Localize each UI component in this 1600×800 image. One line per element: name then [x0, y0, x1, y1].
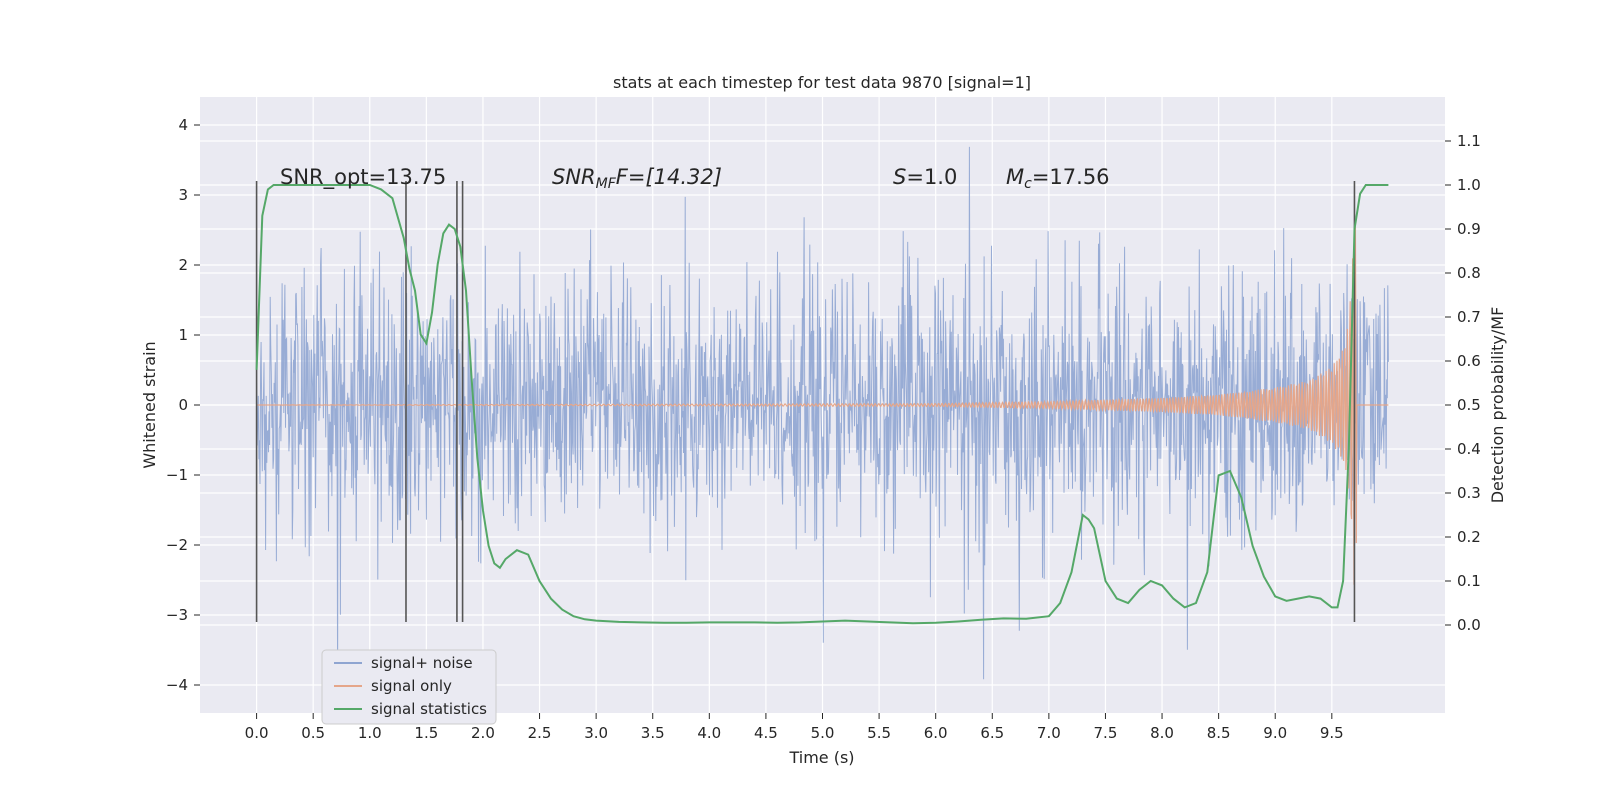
x-tick-label: 4.5	[754, 724, 778, 742]
x-tick-label: 3.5	[641, 724, 665, 742]
y-left-tick-label: −3	[166, 606, 188, 624]
y-right-tick-label: 0.3	[1457, 484, 1481, 502]
x-tick-label: 8.5	[1207, 724, 1231, 742]
legend: signal+ noise signal only signal statist…	[321, 649, 497, 725]
legend-label-signal-only: signal only	[371, 677, 452, 695]
y-right-tick-label: 0.0	[1457, 616, 1481, 634]
x-tick-label: 9.5	[1320, 724, 1344, 742]
legend-box	[321, 649, 497, 725]
x-tick-label: 8.0	[1150, 724, 1174, 742]
legend-label-signal-plus-noise: signal+ noise	[371, 654, 473, 672]
x-tick-label: 0.0	[245, 724, 269, 742]
series-signal-statistics	[255, 184, 1389, 625]
y-left-tick-label: 4	[178, 116, 188, 134]
y-right-axis-ticks: 1.1 1.0 0.9 0.8 0.7 0.6 0.5 0.4 0.3 0.2 0.1 0.0	[1445, 132, 1481, 634]
x-tick-label: 7.0	[1037, 724, 1061, 742]
x-axis-ticks: 0.0 0.5 1.0 1.5 2.0 2.5 3.0 3.5 4.0 4.5 5.0 5.5 6.0 6…	[245, 713, 1344, 742]
annotation-snr-mf: SNRMFF=[14.32]	[552, 165, 722, 192]
x-tick-label: 2.0	[471, 724, 495, 742]
y-right-tick-label: 1.0	[1457, 176, 1481, 194]
series-signal-plus-noise	[256, 146, 1389, 689]
y-right-tick-label: 1.1	[1457, 132, 1481, 150]
y-left-axis-ticks: 4 3 2 1 0 −1 −2 −3 −4	[166, 116, 200, 694]
x-tick-label: 0.5	[301, 724, 325, 742]
x-axis-label: Time (s)	[788, 748, 854, 767]
series-signal-only	[256, 224, 1389, 585]
y-right-tick-label: 0.4	[1457, 440, 1481, 458]
x-tick-label: 6.0	[924, 724, 948, 742]
x-tick-label: 6.5	[980, 724, 1004, 742]
y-left-tick-label: −2	[166, 536, 188, 554]
line-signal-only	[256, 224, 1389, 585]
annotation-snr-opt: SNR_opt=13.75	[280, 165, 446, 190]
x-tick-label: 1.5	[414, 724, 438, 742]
x-tick-label: 5.5	[867, 724, 891, 742]
y-left-axis-label: Whitened strain	[140, 341, 159, 468]
y-left-tick-label: 0	[178, 396, 188, 414]
y-left-tick-label: 2	[178, 256, 188, 274]
y-right-tick-label: 0.5	[1457, 396, 1481, 414]
y-right-tick-label: 0.2	[1457, 528, 1481, 546]
y-right-tick-label: 0.6	[1457, 352, 1481, 370]
y-right-tick-label: 0.9	[1457, 220, 1481, 238]
y-left-tick-label: −4	[166, 676, 188, 694]
chart-title: stats at each timestep for test data 987…	[613, 73, 1031, 92]
x-tick-label: 3.0	[584, 724, 608, 742]
x-tick-label: 4.0	[697, 724, 721, 742]
annotation-mc: Mc=17.56	[1006, 165, 1110, 192]
legend-label-signal-statistics: signal statistics	[371, 700, 487, 718]
vertical-markers	[255, 181, 1356, 622]
y-right-tick-label: 0.7	[1457, 308, 1481, 326]
x-tick-label: 2.5	[528, 724, 552, 742]
y-left-tick-label: 3	[178, 186, 188, 204]
x-tick-label: 1.0	[358, 724, 382, 742]
x-tick-label: 9.0	[1263, 724, 1287, 742]
x-tick-label: 7.5	[1094, 724, 1118, 742]
annotation-s: S=1.0	[893, 165, 957, 189]
y-right-tick-label: 0.1	[1457, 572, 1481, 590]
line-signal-statistics	[255, 184, 1389, 625]
y-left-tick-label: 1	[178, 326, 188, 344]
y-right-axis-label: Detection probability/MF	[1488, 307, 1507, 504]
y-left-tick-label: −1	[166, 466, 188, 484]
x-tick-label: 5.0	[811, 724, 835, 742]
y-right-tick-label: 0.8	[1457, 264, 1481, 282]
line-signal-plus-noise	[256, 146, 1389, 689]
